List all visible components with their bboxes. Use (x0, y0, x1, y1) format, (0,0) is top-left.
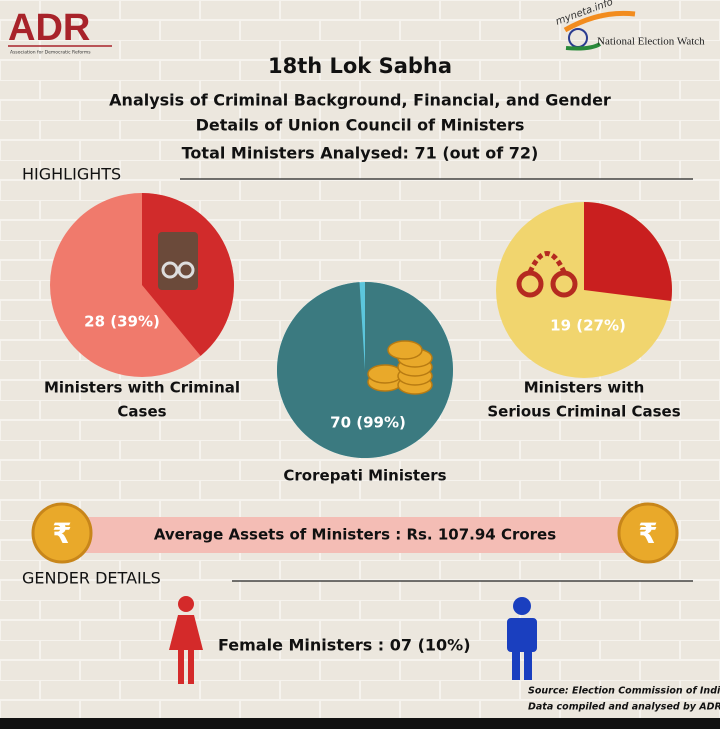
female-text: Female Ministers : 07 (10%) (218, 636, 471, 655)
source: Data compiled and analysed by ADR (528, 702, 720, 713)
male-icon (507, 597, 537, 680)
female-icon (169, 596, 203, 684)
title: 18th Lok Sabha (268, 54, 452, 78)
handcuff-icon (158, 232, 198, 290)
pie-caption: Cases (117, 403, 166, 421)
logo-left-sub: Association for Democratic Reforms (10, 50, 91, 56)
rupee-symbol: ₹ (52, 517, 71, 550)
section-heading: GENDER DETAILS (22, 569, 161, 588)
coin (617, 502, 679, 564)
pie-label: 19 (27%) (550, 317, 626, 335)
rupee-symbol: ₹ (638, 517, 657, 550)
pie-slice (277, 282, 454, 459)
section-heading: HIGHLIGHTS (22, 165, 121, 184)
source: Source: Election Commission of India (528, 686, 720, 697)
pie-label: 28 (39%) (84, 313, 160, 331)
logo-left: ADR (8, 7, 90, 49)
pie-slice (584, 202, 672, 302)
logo-swoosh (565, 42, 602, 51)
coin-icon (367, 340, 433, 395)
assets-banner (60, 517, 660, 553)
pie-caption: Crorepati Ministers (283, 467, 446, 485)
pie-caption: Ministers with (524, 379, 645, 397)
logo-swoosh (563, 10, 636, 33)
pie-caption: Serious Criminal Cases (487, 403, 680, 421)
pie-label: 70 (99%) (330, 414, 406, 432)
bottom-bar (0, 718, 720, 729)
pie-caption: Ministers with Criminal (44, 379, 240, 397)
subtitle: Details of Union Council of Ministers (196, 116, 525, 135)
total: Total Ministers Analysed: 71 (out of 72) (182, 144, 539, 163)
coin (31, 502, 93, 564)
handcuff-icon (516, 251, 578, 298)
logo-right: National Election Watch (597, 36, 705, 48)
subtitle: Analysis of Criminal Background, Financi… (109, 91, 611, 110)
assets-text: Average Assets of Ministers : Rs. 107.94… (154, 526, 556, 544)
